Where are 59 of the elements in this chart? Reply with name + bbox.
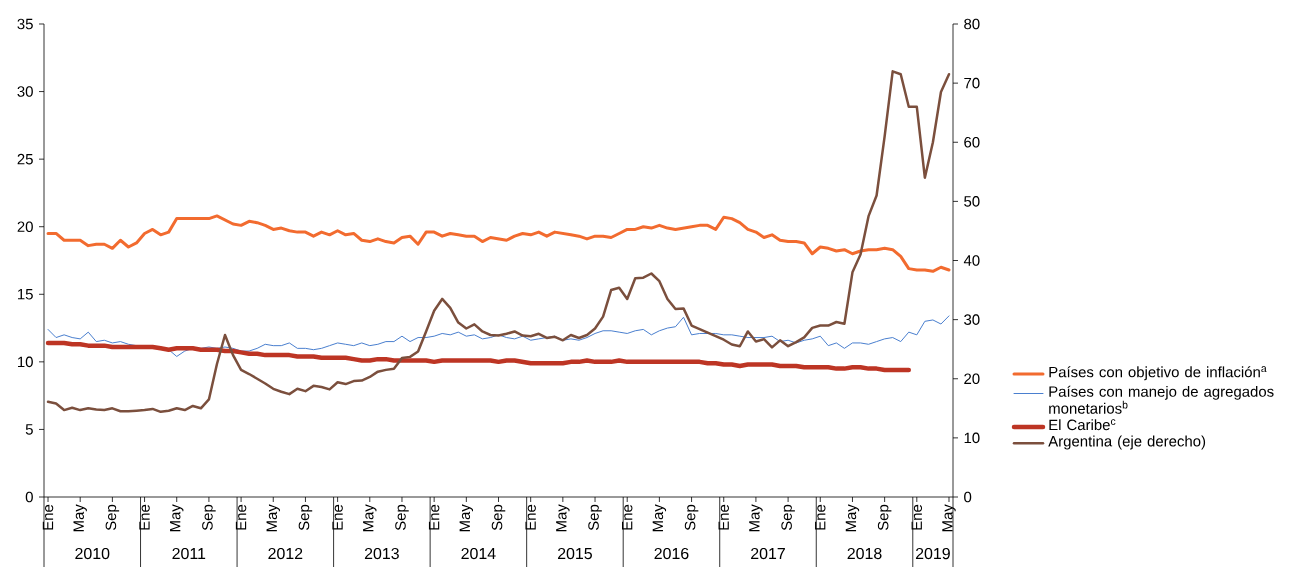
x-tick-label: Sep (491, 504, 506, 531)
legend-label: El Caribe$^{c}$ (1049, 419, 1116, 431)
y-tick-label: 5 (25, 424, 33, 435)
x-tick-label: Ene (235, 504, 247, 530)
y-tick-label: 20 (17, 221, 33, 232)
x-tick-label: Ene (622, 504, 633, 530)
x-tick-label: Ene (428, 504, 440, 530)
y2-tick-label: 0 (964, 491, 972, 503)
y2-tick-label: 10 (964, 432, 980, 444)
x-tick-label: May (845, 504, 860, 532)
text: 2017 (751, 547, 785, 560)
text: 2015 (557, 547, 592, 560)
y-tick-label: 0 (25, 491, 33, 503)
x-tick-label: Ene (139, 504, 150, 530)
x-tick-label: Ene (525, 504, 536, 530)
y2-tick-label: 40 (963, 255, 980, 266)
x-tick-label: Sep (202, 504, 216, 531)
text: 2010 (75, 547, 110, 560)
x-tick-label: Sep (298, 504, 313, 531)
x-tick-label: Ene (911, 504, 923, 530)
text: 2014 (461, 547, 496, 560)
y2-tick-label: 80 (964, 18, 980, 30)
x-tick-label: May (459, 504, 474, 532)
y-tick-label: 10 (18, 356, 33, 368)
y2-tick-label: 20 (964, 373, 980, 385)
x-tick-label: Ene (332, 504, 343, 530)
y-tick-label: 25 (17, 153, 33, 165)
legend-label: Países con objetivo de inflación$^{a}$ (1049, 366, 1267, 381)
x-tick-label: Sep (684, 504, 699, 531)
y-tick-label: 15 (18, 289, 33, 300)
x-tick-label: May (170, 504, 184, 532)
y-tick-label: 30 (17, 86, 33, 97)
x-tick-label: May (266, 504, 280, 532)
text: 2016 (654, 547, 689, 560)
x-tick-label: May (73, 504, 87, 532)
x-tick-label: May (363, 504, 377, 532)
y2-tick-label: 70 (964, 77, 980, 89)
x-tick-label: Sep (588, 504, 602, 531)
x-tick-label: May (942, 504, 956, 532)
x-tick-label: Sep (395, 504, 409, 531)
y2-tick-label: 60 (964, 136, 980, 148)
y2-tick-label: 50 (964, 196, 980, 207)
x-tick-label: Sep (105, 504, 120, 531)
y-tick-label: 35 (17, 18, 33, 30)
x-tick-label: Ene (815, 504, 826, 530)
y2-tick-label: 30 (964, 314, 980, 325)
x-tick-label: May (556, 504, 570, 532)
text: 2019 (915, 547, 950, 560)
text: 2011 (172, 547, 206, 560)
x-tick-label: Sep (877, 504, 892, 531)
text: 2013 (364, 547, 399, 560)
text: 2012 (268, 547, 303, 560)
x-tick-label: Sep (781, 504, 795, 531)
x-tick-label: May (652, 504, 667, 532)
x-tick-label: Ene (42, 504, 54, 530)
legend-label: Argentina (eje derecho) (1048, 435, 1206, 450)
text: 2018 (847, 547, 882, 560)
x-tick-label: Ene (718, 504, 729, 530)
x-tick-label: May (749, 504, 763, 532)
